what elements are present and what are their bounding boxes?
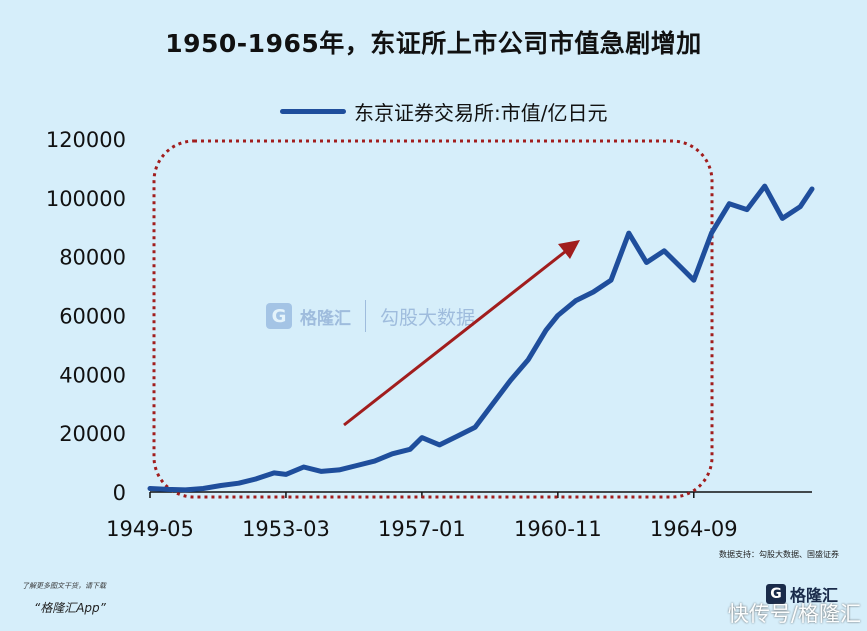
- trend-arrow: [343, 240, 580, 427]
- data-source: 数据支持：勾股大数据、国盛证券: [719, 550, 839, 559]
- series-group: [147, 183, 815, 493]
- chart-legend: 东京证券交易所:市值/亿日元: [280, 96, 607, 126]
- x-tick-label: 1964-09: [650, 517, 738, 541]
- y-tick-label: 0: [113, 481, 126, 505]
- chart-title: 1950-1965年，东证所上市公司市值急剧增加: [165, 29, 702, 58]
- watermark-brand2: 勾股大数据: [380, 306, 476, 329]
- logo-text: 格隆汇: [790, 586, 839, 605]
- corner-watermark: 快传号/格隆汇: [727, 602, 861, 626]
- center-watermark: G 格隆汇 勾股大数据: [266, 300, 475, 332]
- promo-line-2: “格隆汇App”: [34, 601, 106, 615]
- y-tick-label: 100000: [46, 187, 126, 211]
- promo-line-1: 了解更多图文干货，请下载: [22, 582, 106, 590]
- highlight-box: [152, 139, 714, 499]
- x-tick-label: 1957-01: [378, 517, 466, 541]
- y-tick-label: 80000: [59, 246, 126, 270]
- x-axis-ticks: 1949-05 1953-03 1957-01 1960-11 1964-09: [106, 492, 738, 541]
- y-tick-label: 60000: [59, 305, 126, 329]
- y-tick-label: 40000: [59, 363, 126, 387]
- watermark-brand: 格隆汇: [300, 308, 351, 329]
- legend-swatch: [280, 108, 346, 114]
- legend-label: 东京证券交易所:市值/亿日元: [354, 100, 608, 125]
- x-tick-label: 1953-03: [242, 517, 330, 541]
- y-tick-label: 120000: [46, 128, 126, 152]
- x-tick-label: 1960-11: [514, 517, 602, 541]
- x-tick-label: 1949-05: [106, 517, 194, 541]
- brand-logo: G 格隆汇: [766, 582, 838, 606]
- watermark-divider: [365, 300, 366, 332]
- y-axis-ticks: 0 20000 40000 60000 80000 100000 120000: [46, 128, 126, 505]
- watermark-logo-icon: G: [266, 303, 292, 329]
- y-tick-label: 20000: [59, 422, 126, 446]
- logo-icon: G: [766, 584, 786, 604]
- series-line: [147, 183, 815, 493]
